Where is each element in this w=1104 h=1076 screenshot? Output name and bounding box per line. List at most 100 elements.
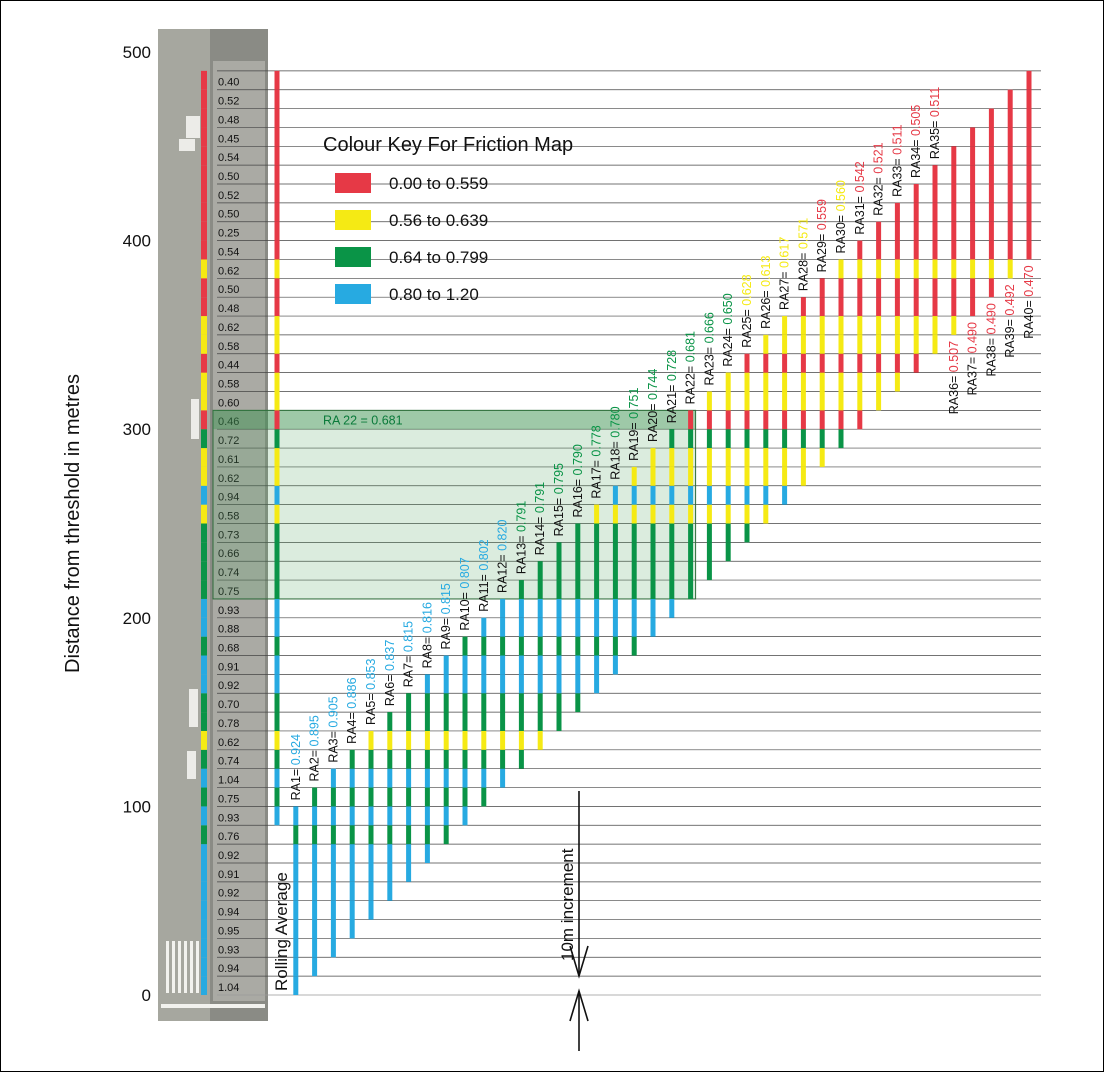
- friction-strip-segment: [201, 504, 207, 524]
- ra-bar-segment: [387, 749, 393, 769]
- ra-bar-segment: [612, 542, 618, 562]
- ra-bar-segment: [462, 693, 468, 713]
- ra-bar-segment: [594, 580, 600, 599]
- ra-bar-segment: [970, 184, 976, 203]
- key-swatch: [335, 247, 371, 267]
- ra-bar-segment: [838, 372, 844, 392]
- ra-label: RA29= 0.559: [815, 199, 829, 272]
- friction-strip-segment: [201, 485, 207, 505]
- ra-bar-segment: [443, 825, 449, 845]
- ra-bar-segment: [913, 184, 919, 203]
- ra-bar-segment: [330, 844, 336, 863]
- friction-reading-label: 0.50: [218, 171, 239, 183]
- ra-label: RA31= 0.542: [853, 161, 867, 234]
- rolling-average-column-segment: [274, 448, 280, 467]
- friction-strip-segment: [201, 862, 207, 882]
- ra-bar-segment: [500, 730, 506, 750]
- ra-bar-segment: [293, 862, 299, 882]
- ra-bar-segment: [424, 693, 430, 713]
- ra-bar-segment: [612, 504, 618, 524]
- ra-bar-segment: [688, 504, 694, 524]
- ra-bar-segment: [744, 372, 750, 392]
- ra-bar-segment: [838, 391, 844, 411]
- ra-bar-segment: [443, 806, 449, 826]
- friction-reading-label: 0.25: [218, 228, 239, 240]
- ra-bar-segment: [688, 466, 694, 486]
- runway-marking: [191, 399, 199, 439]
- ra-bar-segment: [838, 297, 844, 317]
- ra-bar-segment: [688, 580, 694, 599]
- ra-label: RA36= 0.507: [947, 341, 961, 414]
- ra-bar-segment: [594, 655, 600, 675]
- ra-label: RA13= 0.791: [514, 501, 528, 574]
- ra-bar-segment: [424, 825, 430, 845]
- friction-strip-segment: [201, 108, 207, 128]
- rolling-average-column-segment: [274, 184, 280, 203]
- ra-label: RA6= 0.837: [383, 640, 397, 706]
- ra-bar-segment: [556, 617, 562, 637]
- friction-strip-segment: [201, 391, 207, 411]
- friction-strip-segment: [201, 316, 207, 335]
- ra-bar-segment: [857, 353, 863, 373]
- ra-bar-segment: [1026, 165, 1032, 185]
- ra-bar-segment: [349, 806, 355, 826]
- ra-bar-segment: [876, 334, 882, 354]
- ra-label: RA9= 0.815: [439, 583, 453, 649]
- ra-bar-segment: [537, 655, 543, 675]
- ra-bar-segment: [800, 429, 806, 449]
- friction-reading-label: 0.92: [218, 680, 239, 692]
- friction-strip-segment: [201, 749, 207, 769]
- ra-bar-segment: [970, 297, 976, 317]
- ra-bar-segment: [518, 693, 524, 713]
- friction-strip-segment: [201, 693, 207, 713]
- ra-bar-segment: [857, 316, 863, 335]
- key-swatch: [335, 173, 371, 193]
- ra-bar-segment: [951, 221, 957, 241]
- rolling-average-column-segment: [274, 165, 280, 185]
- key-title: Colour Key For Friction Map: [323, 134, 573, 156]
- ra-bar-segment: [481, 674, 487, 694]
- friction-reading-label: 0.62: [218, 265, 239, 277]
- friction-reading-label: 0.75: [218, 586, 239, 598]
- ra-bar-segment: [406, 825, 412, 845]
- ra-bar-segment: [537, 598, 543, 618]
- ra-label: RA1= 0.924: [289, 734, 303, 800]
- ra-bar-segment: [669, 429, 675, 449]
- ra-label: RA3= 0.905: [326, 696, 340, 762]
- ra-bar-segment: [481, 730, 487, 750]
- ra-bar-segment: [500, 674, 506, 694]
- ra-bar-segment: [293, 825, 299, 845]
- ra-bar-segment: [443, 674, 449, 694]
- ra-bar-segment: [594, 561, 600, 581]
- ra-bar-segment: [1026, 146, 1032, 166]
- friction-strip-segment: [201, 410, 207, 430]
- ra-bar-segment: [838, 410, 844, 430]
- ra-bar-segment: [782, 466, 788, 486]
- rolling-average-column-segment: [274, 108, 280, 128]
- ra-bar-segment: [462, 768, 468, 788]
- ra-bar-segment: [443, 768, 449, 788]
- threshold-marking: [190, 941, 193, 993]
- ra-bar-segment: [932, 240, 938, 260]
- ra-bar-segment: [424, 749, 430, 769]
- ra-bar-segment: [800, 372, 806, 392]
- friction-reading-label: 0.62: [218, 473, 239, 485]
- friction-strip-segment: [201, 730, 207, 750]
- ra-bar-segment: [819, 391, 825, 411]
- friction-reading-label: 0.58: [218, 341, 239, 353]
- colour-key: Colour Key For Friction Map 0.00 to 0.559…: [323, 134, 573, 304]
- rolling-average-column-segment: [274, 391, 280, 411]
- ra-bar-segment: [537, 730, 543, 750]
- ra-bar-segment: [857, 240, 863, 260]
- ra-bar-segment: [481, 768, 487, 788]
- friction-strip-segment: [201, 787, 207, 807]
- ra-bar-segment: [612, 617, 618, 637]
- ra-bar-segment: [424, 712, 430, 731]
- rolling-average-column-segment: [274, 316, 280, 335]
- ra-bar-segment: [575, 674, 581, 694]
- ra-bar-segment: [744, 353, 750, 373]
- ra-bar-segment: [424, 674, 430, 694]
- ra-bar-segment: [932, 165, 938, 185]
- friction-strip-segment: [201, 334, 207, 354]
- ra-bar-segment: [706, 448, 712, 467]
